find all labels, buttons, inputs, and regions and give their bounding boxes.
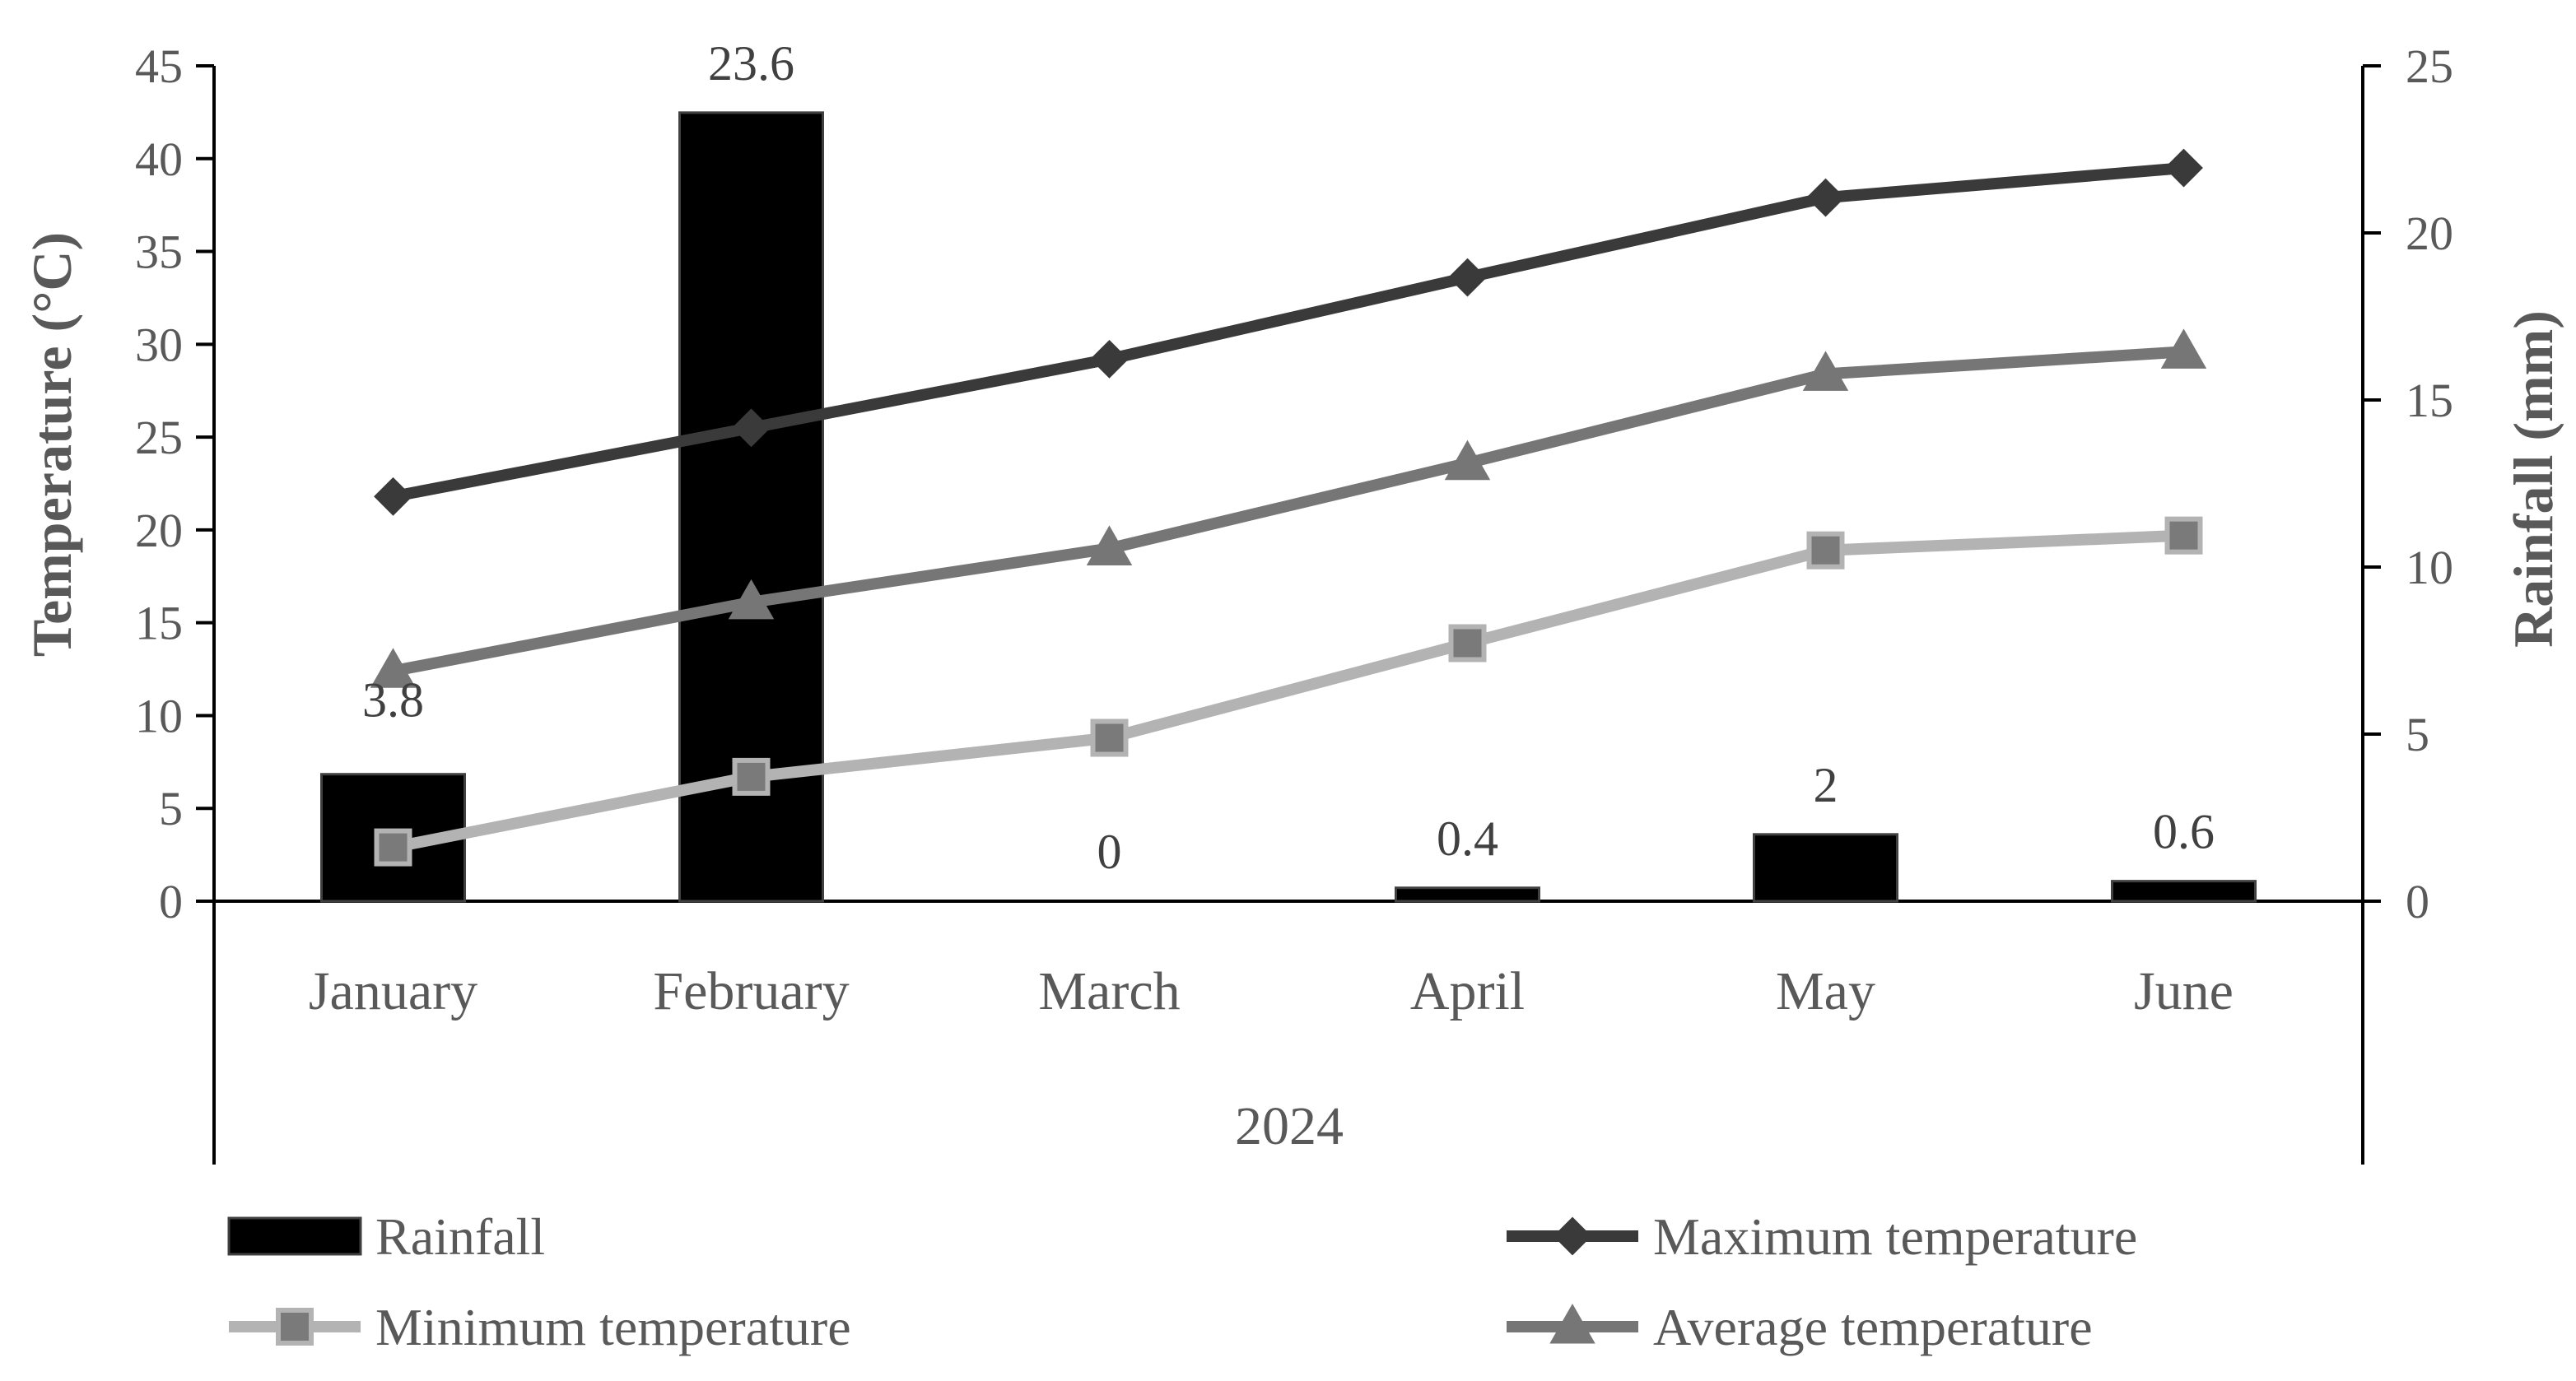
left-axis-ticks: 0 5 10 15 20 25 30 35 40 45 bbox=[135, 40, 214, 928]
rainfall-bar-june bbox=[2111, 880, 2257, 903]
rainfall-bar-april bbox=[1395, 886, 1540, 903]
minimum-temperature-point-june bbox=[2164, 516, 2203, 555]
legend-label-average-temperature: Average temperature bbox=[1653, 1298, 2093, 1356]
legend-label-rainfall: Rainfall bbox=[375, 1207, 545, 1266]
left-tick-label: 35 bbox=[135, 226, 183, 279]
minimum-temperature-line bbox=[392, 529, 2184, 853]
maximum-temperature-point-march bbox=[1090, 339, 1129, 379]
rainfall-data-label-june: 0.6 bbox=[2153, 805, 2215, 859]
minimum-temperature-point-january bbox=[374, 828, 412, 867]
rainfall-data-labels: 3.8 23.6 0 0.4 2 0.6 bbox=[362, 36, 2215, 879]
legend-marker-maximum-temperature bbox=[1553, 1216, 1592, 1256]
left-tick-label: 25 bbox=[135, 411, 183, 464]
rainfall-bar-may bbox=[1753, 833, 1898, 903]
group-label: 2024 bbox=[1235, 1096, 1344, 1156]
minimum-temperature-point-march bbox=[1090, 718, 1129, 757]
minimum-temperature-point-april bbox=[1448, 624, 1487, 663]
maximum-temperature-point-june bbox=[2164, 148, 2203, 188]
maximum-temperature-point-february bbox=[732, 408, 771, 448]
maximum-temperature-point-may bbox=[1806, 178, 1845, 217]
average-temperature-point-march bbox=[1086, 525, 1133, 565]
right-axis-ticks: 0 5 10 15 20 25 bbox=[2363, 40, 2453, 928]
left-tick-label: 20 bbox=[135, 504, 183, 557]
left-tick-label: 30 bbox=[135, 318, 183, 371]
average-temperature-point-february bbox=[728, 579, 775, 620]
legend-label-minimum-temperature: Minimum temperature bbox=[375, 1298, 851, 1356]
maximum-temperature-line bbox=[392, 162, 2185, 503]
y-right-axis-title: Rainfall (mm) bbox=[2502, 310, 2564, 648]
category-label-january: January bbox=[309, 961, 477, 1021]
legend-swatch-rainfall bbox=[227, 1216, 362, 1256]
category-label-april: April bbox=[1410, 961, 1525, 1021]
minimum-temperature-point-may bbox=[1806, 531, 1845, 570]
rainfall-data-label-may: 2 bbox=[1814, 758, 1838, 812]
right-tick-label: 25 bbox=[2406, 40, 2453, 93]
right-tick-label: 0 bbox=[2406, 875, 2429, 928]
category-label-february: February bbox=[653, 961, 849, 1021]
average-temperature-point-may bbox=[1802, 351, 1849, 391]
category-labels: January February March April May June bbox=[309, 961, 2234, 1021]
average-temperature-point-april bbox=[1444, 439, 1491, 481]
left-tick-label: 5 bbox=[159, 782, 183, 835]
left-tick-label: 45 bbox=[135, 40, 183, 93]
rainfall-data-label-april: 0.4 bbox=[1437, 811, 1498, 866]
maximum-temperature-point-january bbox=[374, 477, 412, 516]
rainfall-data-label-march: 0 bbox=[1097, 825, 1122, 879]
category-label-june: June bbox=[2134, 961, 2234, 1021]
rainfall-data-label-january: 3.8 bbox=[362, 673, 424, 728]
category-label-march: March bbox=[1038, 961, 1180, 1021]
average-temperature-line bbox=[392, 346, 2184, 677]
left-tick-label: 10 bbox=[135, 689, 183, 742]
legend-marker-average-temperature bbox=[1549, 1303, 1595, 1344]
right-tick-label: 15 bbox=[2406, 374, 2453, 427]
average-temperature-point-june bbox=[2160, 328, 2207, 369]
legend-marker-minimum-temperature bbox=[276, 1308, 314, 1346]
y-left-axis-title: Temperature (°C) bbox=[21, 232, 83, 657]
category-label-may: May bbox=[1776, 961, 1875, 1021]
maximum-temperature-point-april bbox=[1448, 258, 1487, 297]
right-tick-label: 10 bbox=[2406, 541, 2453, 594]
left-tick-label: 0 bbox=[159, 875, 183, 928]
minimum-temperature-point-february bbox=[732, 757, 771, 796]
rainfall-data-label-february: 23.6 bbox=[708, 36, 794, 91]
temperature-lines bbox=[370, 148, 2207, 867]
left-tick-label: 15 bbox=[135, 597, 183, 650]
right-tick-label: 5 bbox=[2406, 708, 2429, 761]
legend: Rainfall Maximum temperature Minimum tempe… bbox=[227, 1207, 2137, 1356]
legend-label-maximum-temperature: Maximum temperature bbox=[1653, 1207, 2137, 1266]
right-tick-label: 20 bbox=[2406, 207, 2453, 260]
average-temperature-point-january bbox=[370, 648, 417, 688]
left-tick-label: 40 bbox=[135, 133, 183, 186]
